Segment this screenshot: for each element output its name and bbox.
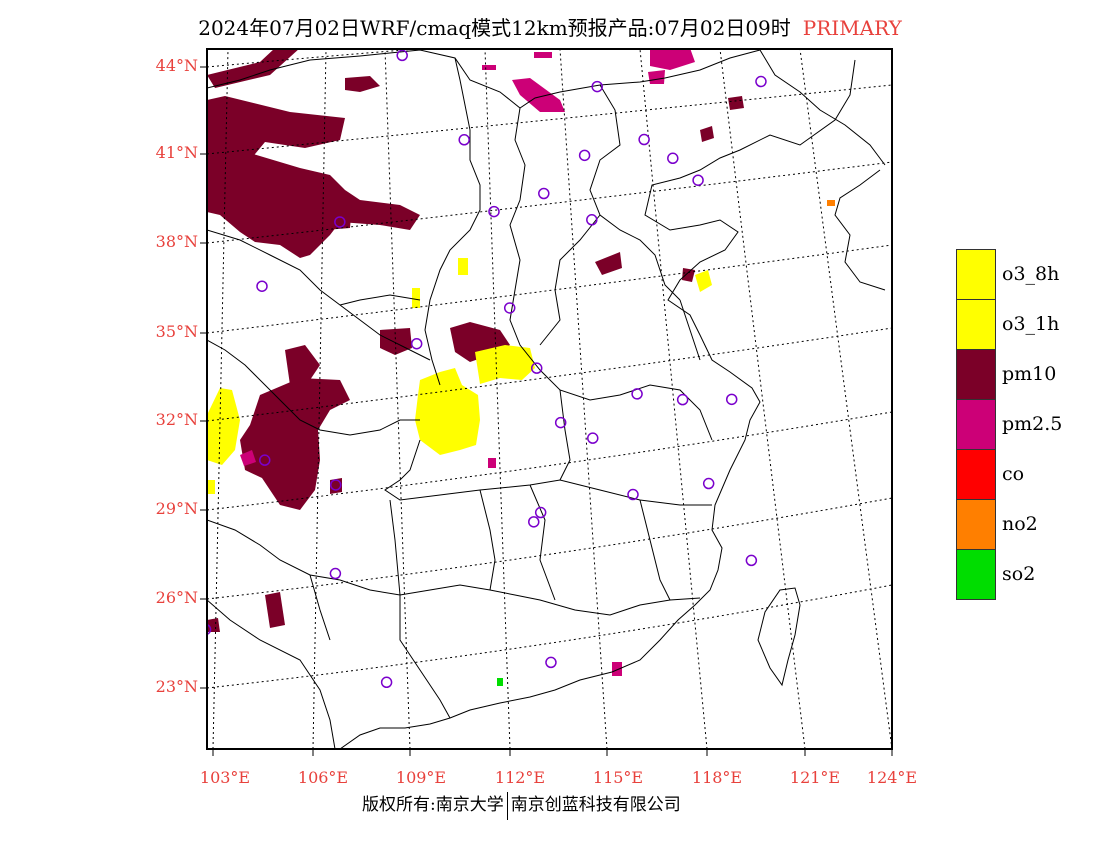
legend-label: pm2.5: [1002, 413, 1062, 435]
station-marker: [330, 569, 340, 579]
footer-separator: [507, 792, 508, 820]
title-tag: PRIMARY: [803, 16, 902, 40]
legend-label: no2: [1002, 513, 1038, 535]
station-marker: [505, 303, 515, 313]
legend-swatch: [956, 349, 996, 400]
legend-label: co: [1002, 463, 1024, 485]
legend-label: o3_1h: [1002, 313, 1059, 335]
title-main: 2024年07月02日WRF/cmaq模式12km预报产品:07月02日09时: [198, 16, 791, 40]
lon-label: 124°E: [857, 768, 927, 787]
station-marker: [704, 479, 714, 489]
no2-spot: [827, 200, 835, 206]
station-marker: [746, 555, 756, 565]
pm10-areas: [207, 48, 744, 632]
legend-label: so2: [1002, 563, 1035, 585]
pollution-layer: [207, 48, 835, 686]
legend-swatch: [956, 549, 996, 600]
legend-swatch: [956, 399, 996, 450]
station-marker: [382, 677, 392, 687]
lat-label: 32°N: [132, 410, 198, 429]
station-marker: [412, 339, 422, 349]
lat-label: 26°N: [132, 588, 198, 607]
copyright-footer: 版权所有:南京大学 南京创蓝科技有限公司: [362, 790, 681, 820]
station-marker: [588, 433, 598, 443]
taiwan: [758, 588, 800, 685]
station-marker: [489, 207, 499, 217]
legend-swatch: [956, 499, 996, 550]
station-marker: [546, 657, 556, 667]
lat-label: 41°N: [132, 143, 198, 162]
so2-spot: [497, 678, 503, 686]
lat-label: 23°N: [132, 677, 198, 696]
station-marker: [639, 135, 649, 145]
lat-label: 35°N: [132, 322, 198, 341]
legend-label: o3_8h: [1002, 263, 1059, 285]
station-marker: [668, 153, 678, 163]
station-marker: [529, 517, 539, 527]
station-marker: [727, 394, 737, 404]
station-marker: [632, 389, 642, 399]
station-marker: [459, 135, 469, 145]
lon-label: 103°E: [190, 768, 260, 787]
legend-swatch: [956, 449, 996, 500]
lon-label: 118°E: [682, 768, 752, 787]
lon-label: 106°E: [288, 768, 358, 787]
legend-swatch: [956, 299, 996, 350]
lat-label: 44°N: [132, 56, 198, 75]
lat-label: 29°N: [132, 499, 198, 518]
station-marker: [693, 175, 703, 185]
lat-label: 38°N: [132, 232, 198, 251]
legend-swatch: [956, 249, 996, 300]
lon-label: 121°E: [780, 768, 850, 787]
map-title: 2024年07月02日WRF/cmaq模式12km预报产品:07月02日09时 P…: [0, 12, 1100, 41]
lon-label: 115°E: [583, 768, 653, 787]
legend-label: pm10: [1002, 363, 1056, 385]
station-marker: [756, 77, 766, 87]
lon-label: 109°E: [386, 768, 456, 787]
station-marker: [678, 395, 688, 405]
station-marker: [539, 189, 549, 199]
lon-label: 112°E: [485, 768, 555, 787]
station-marker: [257, 281, 267, 291]
station-marker: [587, 215, 597, 225]
station-marker: [580, 150, 590, 160]
